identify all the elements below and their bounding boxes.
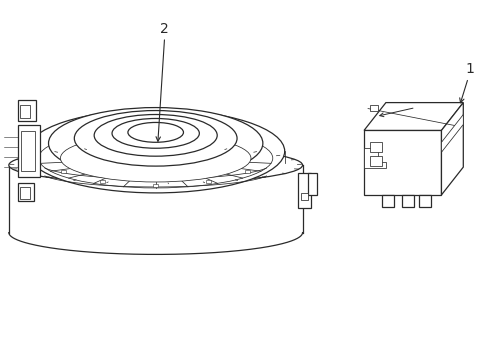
Bar <box>369 105 377 111</box>
Bar <box>61 170 66 173</box>
Ellipse shape <box>61 134 250 182</box>
Polygon shape <box>9 233 302 255</box>
Text: 2: 2 <box>160 22 169 36</box>
Bar <box>364 130 441 195</box>
Bar <box>206 180 211 183</box>
Bar <box>369 156 381 166</box>
Bar <box>300 193 307 200</box>
Ellipse shape <box>48 108 263 179</box>
Bar <box>18 100 36 121</box>
Bar <box>153 184 158 186</box>
Bar <box>18 183 34 201</box>
Polygon shape <box>364 103 462 130</box>
Polygon shape <box>364 148 385 168</box>
Bar <box>307 173 317 195</box>
Bar <box>20 131 35 171</box>
Bar <box>418 195 429 207</box>
Ellipse shape <box>128 122 183 142</box>
Bar <box>297 173 311 208</box>
Bar <box>18 125 40 177</box>
Text: 1: 1 <box>465 62 474 76</box>
Ellipse shape <box>27 109 284 193</box>
Polygon shape <box>441 103 462 195</box>
Bar <box>401 195 413 207</box>
Ellipse shape <box>74 111 237 166</box>
Ellipse shape <box>94 114 217 156</box>
Bar <box>369 142 381 152</box>
Ellipse shape <box>112 118 199 148</box>
Bar <box>381 195 393 207</box>
Bar <box>100 180 105 183</box>
Bar <box>20 105 30 118</box>
Bar <box>20 187 30 199</box>
Ellipse shape <box>9 147 302 183</box>
Ellipse shape <box>39 129 272 188</box>
Polygon shape <box>441 114 462 152</box>
Bar <box>244 170 249 173</box>
